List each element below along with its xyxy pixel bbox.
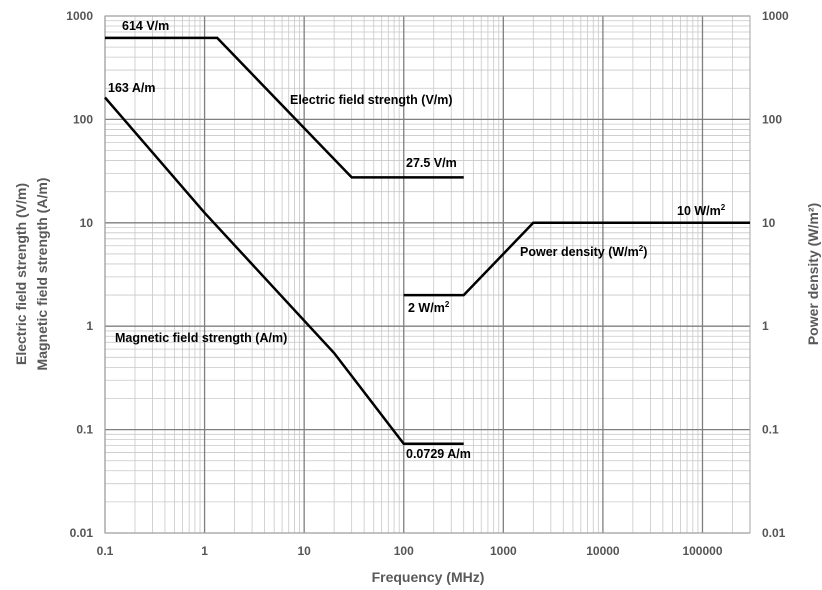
plot-area-border: [104, 15, 751, 534]
series-line-electric-field: [105, 36, 464, 179]
series-label-electric: Electric field strength (V/m): [290, 93, 453, 107]
y-tick-label-right: 0.1: [762, 423, 779, 437]
x-tick-label: 10: [297, 544, 311, 558]
x-tick-label: 100: [394, 544, 414, 558]
x-tick-label: 1: [201, 544, 208, 558]
x-axis-title: Frequency (MHz): [372, 569, 485, 585]
y-tick-label-right: 100: [762, 112, 782, 126]
series-line-magnetic-field: [104, 96, 464, 446]
annotation-614-vm: 614 V/m: [122, 19, 169, 33]
grid-minor: [105, 16, 751, 533]
y-axis-title-electric: Electric field strength (V/m): [13, 183, 29, 365]
y-tick-label-left: 0.1: [76, 423, 93, 437]
y-axis-title-magnetic: Magnetic field strength (A/m): [34, 178, 50, 371]
y-axis-title-power-density: Power density (W/m²): [805, 203, 821, 345]
annotation-0-0729-am: 0.0729 A/m: [406, 447, 471, 461]
annotation-10-wm2: 10 W/m2: [677, 203, 726, 218]
series-line-power-density: [403, 221, 750, 297]
annotation-27-5-vm: 27.5 V/m: [406, 156, 457, 170]
y-tick-label-right: 0.01: [762, 526, 786, 540]
series-label-magnetic: Magnetic field strength (A/m): [115, 331, 287, 345]
annotation-2-wm2: 2 W/m2: [408, 300, 450, 315]
series-label-power-density: Power density (W/m2): [520, 244, 647, 259]
x-tick-label: 0.1: [97, 544, 114, 558]
y-tick-label-right: 1000: [762, 9, 789, 23]
y-tick-label-left: 1: [86, 319, 93, 333]
y-tick-label-left: 100: [73, 112, 93, 126]
y-tick-label-right: 10: [762, 216, 776, 230]
x-tick-label: 10000: [586, 544, 620, 558]
y-tick-label-right: 1: [762, 319, 769, 333]
series-layer: [104, 36, 750, 446]
y-tick-label-left: 0.01: [70, 526, 94, 540]
x-tick-label: 100000: [682, 544, 722, 558]
y-tick-label-left: 10: [80, 216, 94, 230]
x-tick-label: 1000: [490, 544, 517, 558]
annotation-163-am: 163 A/m: [108, 81, 155, 95]
y-tick-label-left: 1000: [66, 9, 93, 23]
